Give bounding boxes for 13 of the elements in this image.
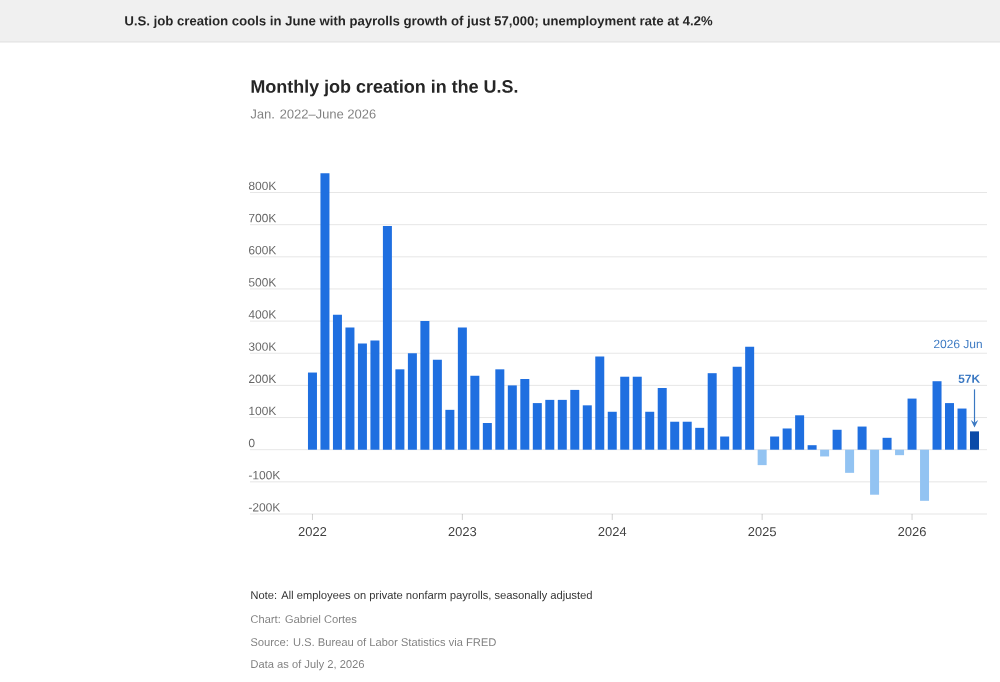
bar (957, 408, 967, 450)
bar (920, 449, 930, 501)
bar (857, 426, 867, 450)
bar (845, 449, 855, 473)
bar (832, 429, 842, 450)
bar (970, 431, 980, 450)
bar (882, 437, 892, 450)
bar (907, 398, 917, 450)
bar (895, 449, 905, 456)
chart-title: Monthly job creation in the U.S. (251, 79, 518, 97)
bar (870, 449, 880, 495)
bar (770, 436, 780, 450)
bar (757, 449, 767, 466)
